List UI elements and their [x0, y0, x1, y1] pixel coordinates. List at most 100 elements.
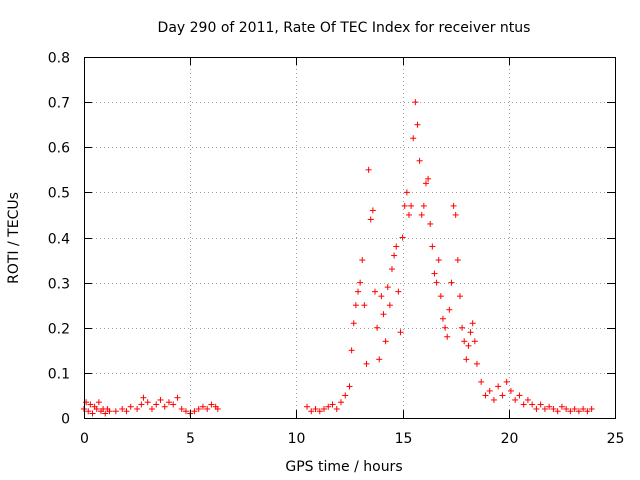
data-point	[214, 405, 221, 412]
grid-lines	[84, 57, 615, 418]
y-tick-label: 0	[61, 412, 70, 428]
data-point	[425, 175, 432, 182]
data-point	[161, 403, 168, 410]
data-point	[452, 211, 459, 218]
data-point	[138, 401, 145, 408]
data-point	[469, 320, 476, 327]
data-point	[102, 410, 109, 417]
data-point	[459, 324, 466, 331]
axis-ticks: 0 5 10 15 20 25 0 0.1 0.2 0.3 0.4 0.5 0.6 0.7 0.8	[48, 51, 625, 448]
data-point	[450, 202, 457, 209]
data-point	[416, 157, 423, 164]
data-point	[312, 405, 319, 412]
data-point	[529, 401, 536, 408]
data-point	[85, 408, 92, 415]
x-axis-label: GPS time / hours	[285, 459, 402, 475]
data-point	[503, 378, 510, 385]
data-point	[308, 408, 315, 415]
data-point	[473, 360, 480, 367]
data-point	[537, 401, 544, 408]
data-point	[165, 399, 172, 406]
data-point	[144, 399, 151, 406]
data-point	[575, 408, 582, 415]
data-point	[87, 401, 94, 408]
data-point	[95, 399, 102, 406]
data-point	[541, 405, 548, 412]
data-point	[134, 405, 141, 412]
data-point	[442, 324, 449, 331]
data-point	[365, 166, 372, 173]
y-axis-label: ROTI / TECUs	[6, 192, 22, 284]
data-point	[461, 338, 468, 345]
data-point	[427, 220, 434, 227]
data-point	[93, 405, 100, 412]
y-tick-label: 0.4	[48, 232, 70, 248]
data-point	[471, 338, 478, 345]
data-point	[191, 408, 198, 415]
data-point	[386, 302, 393, 309]
y-tick-label: 0.1	[48, 367, 70, 383]
data-point	[571, 405, 578, 412]
data-point	[465, 342, 472, 349]
data-point	[482, 392, 489, 399]
data-point	[174, 394, 181, 401]
data-point	[401, 202, 408, 209]
data-point	[346, 383, 353, 390]
y-tick-label: 0.3	[48, 277, 70, 293]
data-point	[567, 408, 574, 415]
y-tick-label: 0.8	[48, 51, 70, 67]
data-point	[388, 266, 395, 273]
data-point	[89, 410, 96, 417]
data-point	[420, 202, 427, 209]
data-point	[512, 396, 519, 403]
data-point	[384, 284, 391, 291]
data-point	[354, 288, 361, 295]
y-tick-label: 0.2	[48, 322, 70, 338]
data-point	[369, 207, 376, 214]
data-point	[350, 320, 357, 327]
data-point	[580, 405, 587, 412]
data-point	[435, 257, 442, 264]
data-point	[329, 401, 336, 408]
data-point	[454, 257, 461, 264]
data-point	[338, 399, 345, 406]
data-point	[418, 211, 425, 218]
data-point	[516, 392, 523, 399]
data-point	[153, 401, 160, 408]
data-point	[391, 252, 398, 259]
data-point	[490, 396, 497, 403]
data-point	[463, 356, 470, 363]
x-tick-label: 0	[80, 431, 89, 447]
data-point	[588, 405, 595, 412]
y-tick-label: 0.6	[48, 141, 70, 157]
data-point	[359, 257, 366, 264]
x-tick-label: 10	[288, 431, 306, 447]
data-point	[367, 216, 374, 223]
data-point	[333, 405, 340, 412]
data-point	[584, 408, 591, 415]
data-point	[204, 405, 211, 412]
data-point	[170, 401, 177, 408]
data-point	[563, 405, 570, 412]
data-point	[429, 243, 436, 250]
data-point	[371, 288, 378, 295]
data-point	[357, 279, 364, 286]
data-point	[119, 405, 126, 412]
data-point	[140, 394, 147, 401]
data-point	[316, 408, 323, 415]
data-point	[321, 405, 328, 412]
data-point	[376, 356, 383, 363]
data-point	[558, 403, 565, 410]
data-point	[433, 279, 440, 286]
data-point	[361, 302, 368, 309]
x-tick-label: 20	[501, 431, 519, 447]
data-point	[304, 403, 311, 410]
data-point	[195, 405, 202, 412]
data-point	[374, 324, 381, 331]
data-point	[414, 121, 421, 128]
data-point	[439, 315, 446, 322]
y-tick-label: 0.7	[48, 96, 70, 112]
data-point	[127, 403, 134, 410]
data-point	[520, 401, 527, 408]
